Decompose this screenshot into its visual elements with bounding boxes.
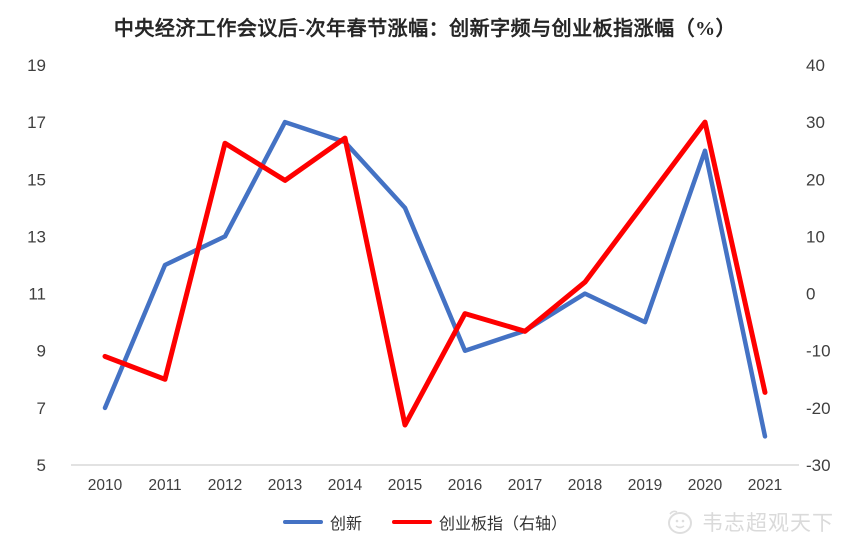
left-axis-tick-label: 15 xyxy=(27,170,46,189)
right-axis-tick-label: -20 xyxy=(806,399,831,418)
watermark-logo-icon xyxy=(668,510,692,534)
legend-item-innovation: 创新 xyxy=(282,510,362,534)
left-axis-tick-label: 7 xyxy=(37,399,46,418)
x-axis-tick-label: 2012 xyxy=(208,477,242,494)
x-axis-tick-label: 2014 xyxy=(328,477,363,494)
legend-label: 创业板指（右轴） xyxy=(439,516,568,533)
right-axis-tick-label: 30 xyxy=(806,113,825,132)
legend-line-swatch-red xyxy=(392,519,432,525)
left-axis-tick-label: 11 xyxy=(28,285,46,304)
legend-label: 创新 xyxy=(329,516,362,533)
x-axis-tick-label: 2021 xyxy=(748,477,782,494)
watermark-text: 韦志超观天下 xyxy=(702,511,834,535)
left-axis-tick-label: 19 xyxy=(27,56,46,75)
x-axis-tick-label: 2011 xyxy=(148,477,181,494)
right-axis-tick-label: -10 xyxy=(806,342,831,361)
legend: 创新 创业板指（右轴） xyxy=(0,508,850,536)
x-axis-tick-label: 2017 xyxy=(508,477,542,494)
chart-title: 中央经济工作会议后-次年春节涨幅：创新字频与创业板指涨幅（%） xyxy=(113,18,737,40)
x-axis-tick-label: 2013 xyxy=(268,477,302,494)
right-axis-tick-label: 0 xyxy=(806,285,815,304)
x-axis-tick-label: 2020 xyxy=(688,477,723,494)
series-line-innovation xyxy=(102,119,768,439)
watermark: 韦志超观天下 xyxy=(666,507,834,537)
x-axis-tick-label: 2010 xyxy=(88,477,123,494)
right-axis-tick-label: 20 xyxy=(806,170,825,189)
x-axis-tick-label: 2015 xyxy=(388,477,422,494)
right-axis-tick-label: 40 xyxy=(806,56,825,75)
legend-line-swatch-blue xyxy=(282,519,323,525)
right-axis-tick-label: -30 xyxy=(806,456,831,475)
left-axis-tick-label: 13 xyxy=(27,227,46,246)
right-axis-tick-label: 10 xyxy=(806,227,825,246)
left-axis-tick-label: 9 xyxy=(37,342,46,361)
x-axis-tick-label: 2016 xyxy=(448,477,482,494)
x-axis-tick-label: 2019 xyxy=(628,477,662,494)
series-line-chinext xyxy=(102,119,768,428)
legend-item-chinext: 创业板指（右轴） xyxy=(392,510,567,534)
left-axis-tick-label: 5 xyxy=(37,456,46,475)
x-axis-tick-label: 2018 xyxy=(568,477,602,494)
left-axis-tick-label: 17 xyxy=(27,113,46,132)
